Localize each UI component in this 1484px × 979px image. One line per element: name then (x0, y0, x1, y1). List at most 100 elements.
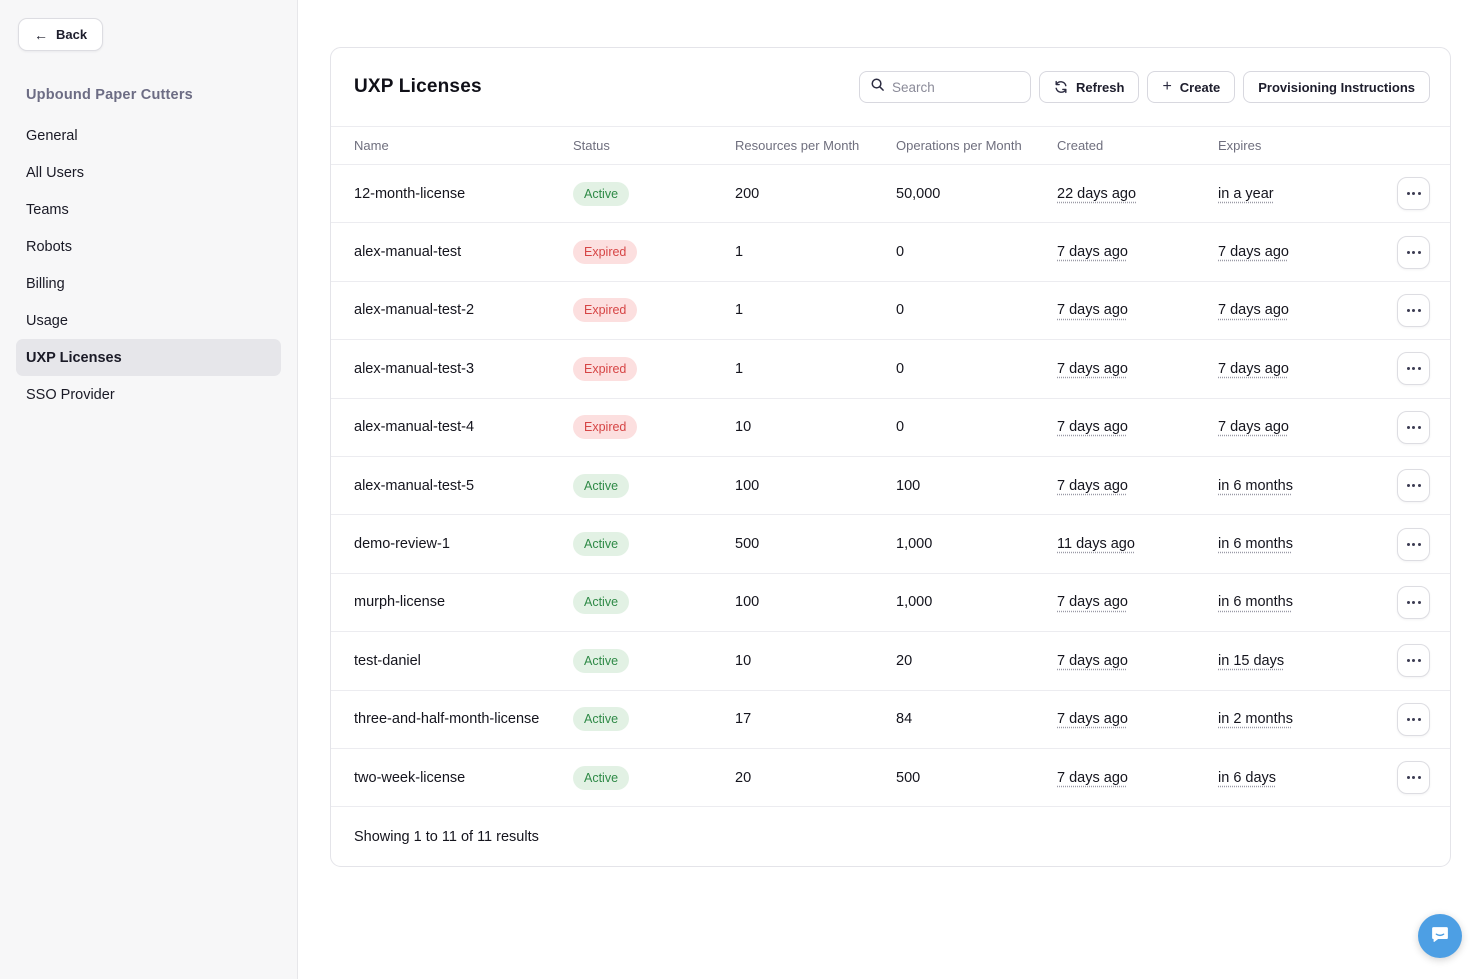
status-badge: Active (573, 590, 630, 615)
status-badge: Expired (573, 415, 638, 440)
created-value: 22 days ago (1057, 185, 1137, 202)
license-name: demo-review-1 (354, 536, 450, 553)
table-row: alex-manual-test-4 Expired 10 0 7 days a… (331, 399, 1450, 457)
resources-per-month-value: 200 (735, 185, 760, 202)
status-badge: Active (573, 532, 630, 557)
sidebar-item[interactable]: UXP Licenses (16, 339, 281, 376)
status-badge: Active (573, 473, 630, 498)
resources-per-month-value: 100 (735, 594, 760, 611)
license-name: alex-manual-test-3 (354, 360, 475, 377)
expires-value: in 6 days (1218, 769, 1277, 786)
row-actions-menu-button[interactable] (1397, 469, 1430, 503)
created-value: 7 days ago (1057, 302, 1128, 319)
license-name: alex-manual-test-2 (354, 302, 475, 319)
expires-value: in 2 months (1218, 711, 1293, 728)
status-badge: Active (573, 648, 630, 673)
row-actions-menu-button[interactable] (1397, 177, 1430, 211)
ellipsis-icon (1406, 425, 1410, 429)
row-actions-menu-button[interactable] (1397, 702, 1430, 736)
table-row: alex-manual-test-3 Expired 1 0 7 days ag… (331, 340, 1450, 399)
row-actions-menu-button[interactable] (1397, 585, 1430, 619)
table-footer: Showing 1 to 11 of 11 results (331, 807, 1450, 866)
chat-launcher-button[interactable] (1418, 914, 1462, 958)
back-arrow-icon: ← (34, 26, 48, 43)
operations-per-month-value: 50,000 (896, 185, 941, 202)
results-count-text: Showing 1 to 11 of 11 results (354, 828, 539, 845)
created-value: 7 days ago (1057, 419, 1128, 436)
sidebar-item-label: All Users (26, 164, 85, 181)
create-button-label: Create (1179, 79, 1221, 95)
resources-per-month-value: 1 (735, 302, 744, 319)
search-input[interactable] (892, 79, 1021, 95)
sidebar-item[interactable]: Usage (16, 302, 281, 339)
operations-per-month-value: 0 (896, 244, 905, 261)
operations-per-month-value: 0 (896, 419, 905, 436)
table-row: alex-manual-test Expired 1 0 7 days ago … (331, 223, 1450, 282)
license-name: alex-manual-test (354, 244, 462, 261)
provisioning-instructions-button[interactable]: Provisioning Instructions (1243, 71, 1430, 103)
table-header-row: Name Status Resources per Month Operatio… (331, 126, 1450, 165)
table-row: demo-review-1 Active 500 1,000 11 days a… (331, 515, 1450, 574)
sidebar-item-label: Usage (26, 312, 68, 329)
operations-per-month-value: 20 (896, 652, 913, 669)
table-body: 12-month-license Active 200 50,000 22 da… (331, 165, 1450, 808)
table-row: 12-month-license Active 200 50,000 22 da… (331, 165, 1450, 224)
license-name: murph-license (354, 594, 446, 611)
operations-per-month-value: 84 (896, 711, 913, 728)
column-header-resources: Resources per Month (735, 138, 860, 153)
resources-per-month-value: 1 (735, 360, 744, 377)
expires-value: 7 days ago (1218, 244, 1289, 261)
back-button[interactable]: ← Back (18, 18, 104, 51)
row-actions-menu-button[interactable] (1397, 644, 1430, 678)
create-button[interactable]: + Create (1147, 71, 1236, 103)
sidebar-item[interactable]: General (16, 117, 281, 154)
sidebar-item-label: Billing (26, 275, 65, 292)
created-value: 11 days ago (1057, 536, 1135, 553)
sidebar-item[interactable]: SSO Provider (16, 376, 281, 413)
plus-icon: + (1162, 78, 1172, 95)
sidebar-item[interactable]: Billing (16, 265, 281, 302)
row-actions-menu-button[interactable] (1397, 761, 1430, 795)
created-value: 7 days ago (1057, 652, 1128, 669)
row-actions-menu-button[interactable] (1397, 410, 1430, 444)
row-actions-menu-button[interactable] (1397, 235, 1430, 269)
sidebar-item-label: General (26, 127, 78, 144)
column-header-operations: Operations per Month (896, 138, 1022, 153)
resources-per-month-value: 10 (735, 652, 752, 669)
sidebar-item[interactable]: Robots (16, 228, 281, 265)
expires-value: in 6 months (1218, 594, 1293, 611)
column-header-name: Name (354, 138, 389, 153)
refresh-button[interactable]: Refresh (1039, 71, 1140, 103)
ellipsis-icon (1406, 192, 1410, 196)
table-row: alex-manual-test-5 Active 100 100 7 days… (331, 457, 1450, 516)
provisioning-instructions-label: Provisioning Instructions (1258, 79, 1415, 95)
expires-value: 7 days ago (1218, 360, 1289, 377)
expires-value: in 15 days (1218, 652, 1285, 669)
status-badge: Expired (573, 240, 638, 265)
search-box[interactable] (859, 71, 1032, 103)
chat-bubble-icon (1429, 923, 1451, 950)
page-title: UXP Licenses (354, 76, 482, 97)
column-header-created: Created (1057, 138, 1104, 153)
created-value: 7 days ago (1057, 244, 1128, 261)
table-row: murph-license Active 100 1,000 7 days ag… (331, 574, 1450, 633)
status-badge: Expired (573, 298, 638, 323)
row-actions-menu-button[interactable] (1397, 352, 1430, 386)
expires-value: in 6 months (1218, 477, 1293, 494)
sidebar-item[interactable]: Teams (16, 191, 281, 228)
sidebar-item-label: SSO Provider (26, 386, 115, 403)
refresh-button-label: Refresh (1076, 79, 1125, 95)
expires-value: in 6 months (1218, 536, 1293, 553)
sidebar-item[interactable]: All Users (16, 154, 281, 191)
ellipsis-icon (1406, 717, 1410, 721)
sidebar-item-label: Teams (26, 201, 69, 218)
row-actions-menu-button[interactable] (1397, 527, 1430, 561)
ellipsis-icon (1406, 308, 1410, 312)
refresh-icon (1054, 80, 1068, 94)
table-row: two-week-license Active 20 500 7 days ag… (331, 749, 1450, 808)
back-button-label: Back (56, 27, 88, 42)
operations-per-month-value: 1,000 (896, 536, 933, 553)
search-icon (870, 77, 885, 97)
ellipsis-icon (1406, 659, 1410, 663)
row-actions-menu-button[interactable] (1397, 293, 1430, 327)
